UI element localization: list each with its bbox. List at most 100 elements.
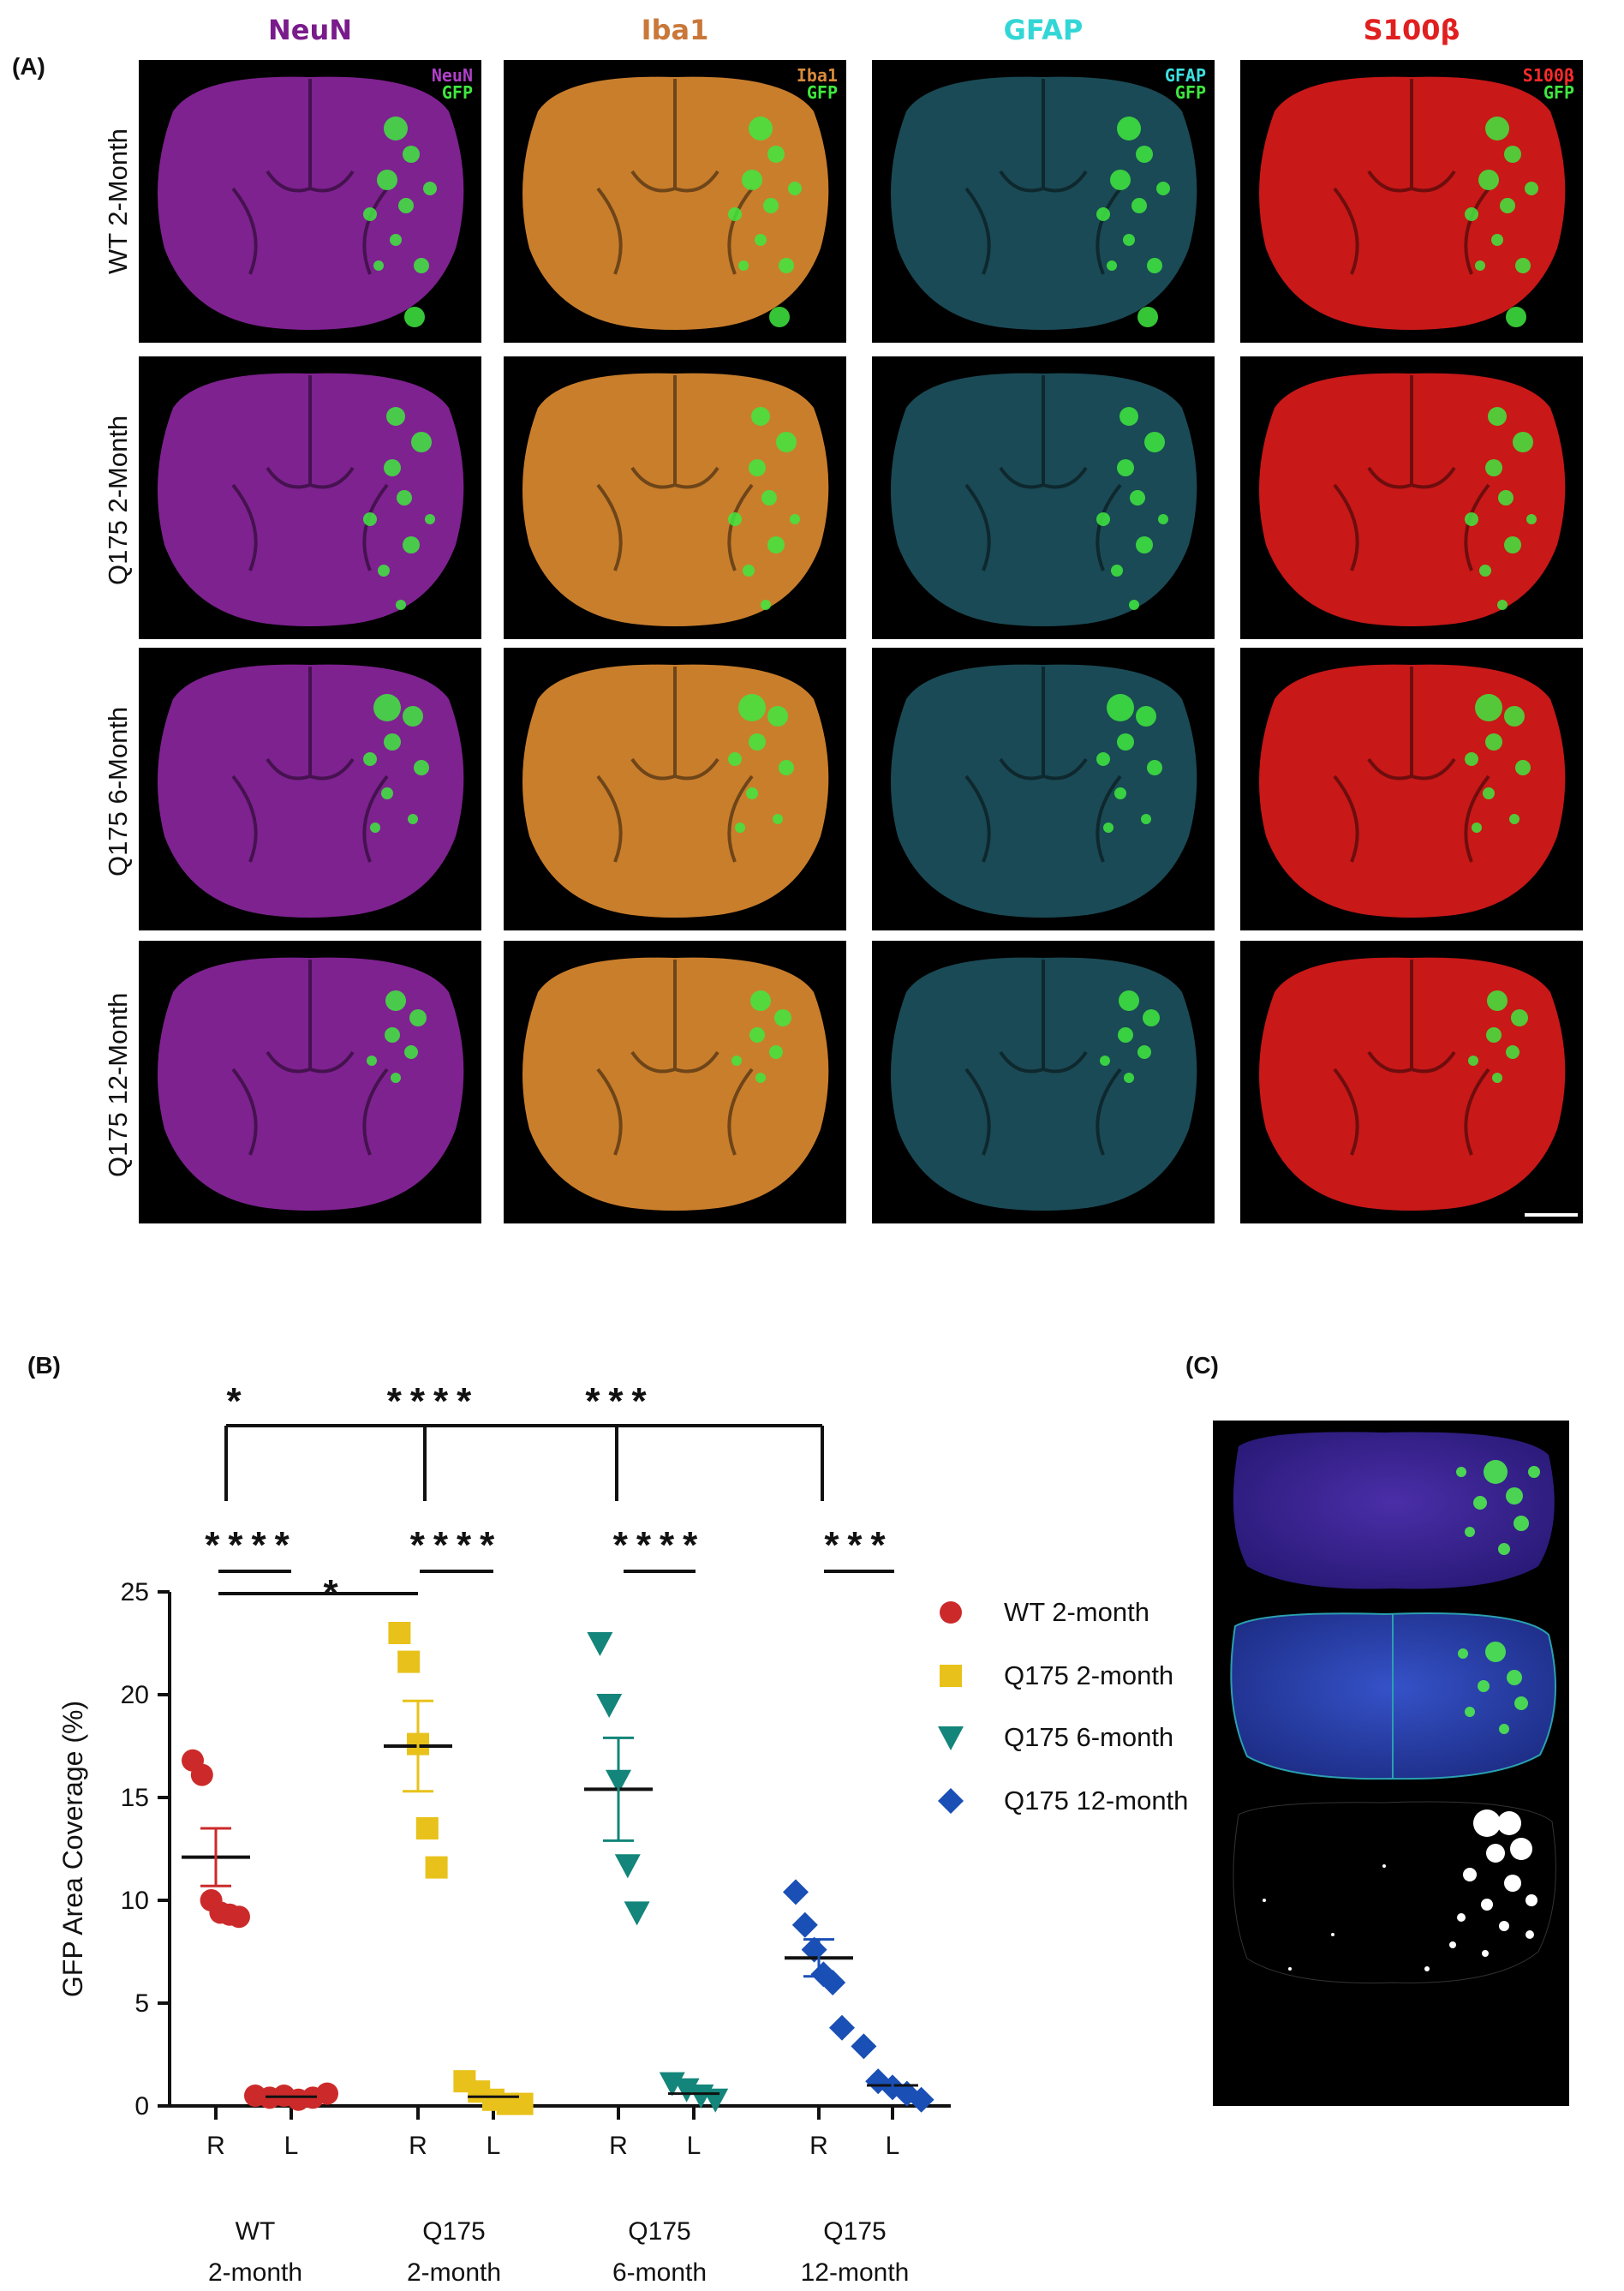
sig-label-top: * — [226, 1380, 249, 1422]
data-point-left — [908, 2086, 934, 2113]
panel-b-label: (B) — [27, 1352, 61, 1379]
stain-header-1: Iba1 — [641, 14, 709, 46]
group-label-line2: 2-month — [208, 2258, 302, 2287]
inset-stain-label: Iba1 — [796, 65, 838, 86]
data-point-right — [829, 2014, 855, 2041]
brain-image-row2-col0 — [139, 648, 481, 930]
data-point-right — [397, 1650, 421, 1673]
legend-marker — [940, 1665, 962, 1687]
sig-label-pair: **** — [410, 1524, 504, 1566]
x-tick-label: R — [609, 2132, 628, 2160]
group-label-line1: Q175 — [422, 2217, 485, 2246]
brain-image-row0-col0: NeuN GFP — [139, 60, 481, 343]
data-point-right — [388, 1622, 411, 1644]
inset-stain-label: NeuN — [431, 65, 473, 86]
panel-c-image — [1213, 1421, 1569, 2106]
gfp-coverage-chart: 0 5 10 15 20 25 GFP Area Coverage (%) R L R L R L R L W… — [57, 1380, 1188, 2287]
brain-image-row3-col3 — [1240, 941, 1583, 1223]
row-label-0: WT 2-Month — [103, 129, 133, 274]
data-point-left — [893, 2080, 920, 2107]
legend-label: Q175 2-month — [1004, 1660, 1173, 1690]
data-point-left — [702, 2088, 729, 2113]
sig-label-pair: **** — [205, 1524, 298, 1566]
brain-image-row2-col2 — [872, 648, 1215, 930]
legend-label: WT 2-month — [1004, 1597, 1149, 1627]
sig-label-top: *** — [585, 1380, 654, 1422]
sig-label-top: **** — [387, 1380, 481, 1422]
x-tick-label: R — [206, 2132, 225, 2160]
x-tick-label: L — [886, 2132, 900, 2160]
x-tick-label: R — [409, 2132, 427, 2160]
y-axis-label: GFP Area Coverage (%) — [57, 1701, 88, 1997]
inset-legend-0: NeuN GFP — [432, 67, 473, 101]
brain-image-row1-col0 — [139, 356, 481, 639]
y-tick-label: 15 — [121, 1784, 149, 1812]
brain-image-row1-col1 — [504, 356, 846, 639]
sig-label-pair: **** — [613, 1524, 707, 1566]
y-tick-label: 10 — [121, 1887, 149, 1915]
brain-image-row2-col1 — [504, 648, 846, 930]
group-label-line2: 2-month — [407, 2258, 501, 2287]
inset-legend-2: GFAP GFP — [1165, 67, 1206, 101]
brain-image-row3-col2 — [872, 941, 1215, 1223]
data-point-right — [228, 1905, 250, 1929]
brain-image-row1-col2 — [872, 356, 1215, 639]
y-tick-label: 25 — [121, 1578, 149, 1606]
panel-a-label: (A) — [12, 53, 45, 80]
brain-image-row3-col1 — [504, 941, 846, 1223]
stain-header-0: NeuN — [267, 14, 353, 46]
data-point-left — [316, 2082, 338, 2105]
sig-label-wt-vs-q175: * — [323, 1572, 338, 1614]
stain-header-2: GFAP — [1003, 14, 1084, 46]
legend-marker — [940, 1601, 962, 1624]
brain-image-row0-col2: GFAP GFP — [872, 60, 1215, 343]
group-label-line1: Q175 — [823, 2217, 886, 2246]
brain-image-row0-col3: S100β GFP — [1240, 60, 1583, 343]
scale-bar — [1525, 1213, 1578, 1217]
panel-c-label: (C) — [1185, 1352, 1219, 1379]
inset-gfp-label: GFP — [1174, 82, 1206, 103]
x-tick-label: L — [487, 2132, 501, 2160]
data-point-right — [624, 1901, 650, 1926]
row-label-3: Q175 12-Month — [103, 992, 133, 1177]
data-point-left — [673, 2078, 700, 2103]
x-tick-label: R — [809, 2132, 828, 2160]
brain-image-row2-col3 — [1240, 648, 1583, 930]
group-label-line2: 12-month — [801, 2258, 910, 2287]
data-point-left — [851, 2033, 877, 2060]
data-point-right — [190, 1763, 213, 1786]
data-point-right — [425, 1856, 448, 1879]
inset-stain-label: S100β — [1522, 65, 1574, 86]
inset-stain-label: GFAP — [1164, 65, 1206, 86]
data-point-right — [791, 1911, 818, 1938]
x-tick-label: L — [687, 2132, 702, 2160]
sig-label-pair: *** — [824, 1524, 893, 1566]
inset-legend-1: Iba1 GFP — [797, 67, 838, 101]
data-point-right — [614, 1854, 641, 1879]
group-label-line1: WT — [236, 2217, 276, 2246]
inset-gfp-label: GFP — [806, 82, 838, 103]
panel-c-brain-images — [1230, 1432, 1556, 1983]
brain-image-row1-col3 — [1240, 356, 1583, 639]
group-label-line2: 6-month — [612, 2258, 707, 2287]
y-tick-label: 0 — [134, 2092, 149, 2121]
brain-image-row0-col1: Iba1 GFP — [504, 60, 846, 343]
inset-legend-3: S100β GFP — [1523, 67, 1574, 101]
legend-label: Q175 12-month — [1004, 1786, 1188, 1815]
legend-marker — [938, 1726, 964, 1750]
data-point-right — [596, 1694, 623, 1718]
group-label-line1: Q175 — [628, 2217, 690, 2246]
brain-image-row3-col0 — [139, 941, 481, 1223]
y-tick-label: 5 — [134, 1989, 149, 2018]
row-label-1: Q175 2-Month — [103, 415, 133, 585]
inset-gfp-label: GFP — [441, 82, 473, 103]
legend-marker — [938, 1788, 964, 1814]
data-point-left — [659, 2072, 685, 2097]
y-tick-label: 20 — [121, 1681, 149, 1709]
data-point-right — [415, 1817, 439, 1839]
data-point-right — [587, 1632, 613, 1656]
stain-header-3: S100β — [1363, 14, 1460, 46]
data-point-right — [801, 1936, 827, 1963]
data-point-right — [783, 1879, 809, 1905]
x-tick-label: L — [284, 2132, 299, 2160]
